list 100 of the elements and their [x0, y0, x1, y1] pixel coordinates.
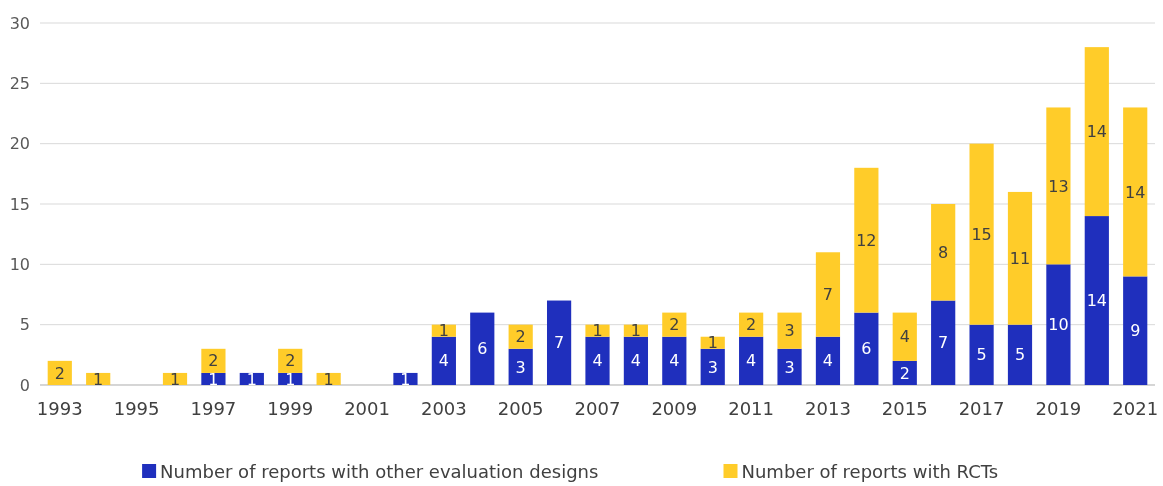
x-tick-label: 2021 — [1112, 398, 1159, 420]
data-label: 2 — [54, 363, 65, 383]
bar — [700, 348, 725, 385]
bar — [662, 336, 687, 385]
data-label: 1 — [630, 321, 641, 341]
bar — [623, 336, 649, 385]
bar — [1084, 47, 1109, 217]
x-tick-label: 1993 — [36, 398, 83, 420]
bar — [585, 336, 610, 385]
bar — [546, 300, 572, 385]
x-tick-label: 2005 — [497, 398, 544, 420]
y-tick-label: 25 — [9, 73, 30, 93]
data-label: 1 — [208, 369, 219, 389]
data-label: 15 — [971, 224, 992, 244]
x-tick-label: 1995 — [113, 398, 160, 420]
bar — [815, 336, 841, 385]
bar — [931, 300, 956, 385]
data-label: 2 — [515, 327, 526, 347]
x-tick-label: 2009 — [651, 398, 698, 420]
data-label: 1 — [93, 369, 104, 389]
bar — [1007, 191, 1033, 325]
data-label: 10 — [1048, 315, 1069, 335]
x-tick-label: 2017 — [958, 398, 1005, 420]
data-label: 3 — [707, 357, 718, 377]
bar — [777, 348, 802, 385]
y-tick-label: 5 — [19, 315, 30, 335]
bar — [777, 312, 802, 349]
data-label: 8 — [938, 242, 949, 262]
data-label: 13 — [1048, 176, 1069, 196]
bar — [969, 143, 994, 325]
bar — [892, 312, 917, 361]
y-tick-label: 0 — [19, 375, 30, 395]
bar — [1084, 216, 1109, 385]
data-label: 5 — [976, 345, 987, 365]
bar — [854, 312, 879, 385]
bar — [470, 312, 495, 385]
bar — [201, 348, 226, 373]
x-tick-label: 1997 — [190, 398, 237, 420]
bar — [969, 324, 994, 385]
data-label: 3 — [784, 321, 795, 341]
y-tick-label: 30 — [9, 13, 30, 33]
x-tick-label: 2007 — [574, 398, 621, 420]
data-label: 5 — [1014, 345, 1026, 365]
data-label: 9 — [1130, 321, 1141, 341]
data-label: 1 — [246, 369, 257, 389]
data-label: 1 — [169, 369, 181, 389]
data-label: 7 — [938, 333, 949, 353]
bar — [1046, 107, 1071, 265]
x-tick-label: 1999 — [267, 398, 314, 420]
x-tick-label: 2011 — [728, 398, 775, 420]
x-tick-label: 2003 — [420, 398, 467, 420]
data-label: 2 — [285, 351, 296, 371]
data-label: 6 — [477, 339, 488, 359]
bar — [431, 336, 456, 385]
data-label: 11 — [1009, 248, 1031, 268]
data-label: 2 — [669, 315, 680, 335]
data-label: 4 — [822, 351, 834, 371]
data-label: 4 — [592, 351, 603, 371]
data-label: 4 — [899, 327, 910, 347]
x-tick-label: 2019 — [1035, 398, 1082, 420]
bar — [585, 324, 610, 337]
bar — [1007, 324, 1033, 385]
x-tick-label: 2013 — [805, 398, 851, 420]
bar — [1123, 107, 1148, 277]
data-label: 4 — [630, 351, 641, 371]
bar — [815, 252, 841, 337]
data-label: 1 — [707, 333, 718, 353]
legend-label: Number of reports with RCTs — [741, 461, 999, 483]
y-tick-label: 20 — [9, 134, 30, 154]
y-tick-label: 10 — [9, 254, 30, 274]
data-label: 2 — [208, 351, 219, 371]
data-label: 4 — [669, 351, 680, 371]
data-label: 14 — [1086, 291, 1107, 311]
data-label: 1 — [438, 321, 449, 341]
bar — [854, 167, 879, 313]
data-label: 6 — [861, 339, 872, 359]
data-label: 7 — [554, 333, 565, 353]
bar — [508, 348, 533, 385]
bar — [1046, 264, 1071, 385]
bar — [931, 204, 956, 301]
legend-label: Number of reports with other evaluation designs — [160, 461, 599, 483]
data-label: 12 — [856, 230, 877, 250]
data-label: 1 — [285, 369, 296, 389]
x-tick-label: 2001 — [344, 398, 390, 420]
data-label: 2 — [746, 315, 757, 335]
bar — [739, 336, 764, 385]
data-label: 7 — [822, 285, 834, 305]
y-tick-label: 15 — [9, 194, 30, 214]
data-label: 4 — [438, 351, 449, 371]
bar — [1123, 276, 1148, 385]
data-label: 4 — [746, 351, 757, 371]
data-label: 1 — [400, 369, 411, 389]
data-label: 1 — [323, 369, 334, 389]
data-label: 2 — [899, 363, 910, 383]
data-label: 14 — [1086, 122, 1107, 142]
x-tick-label: 2015 — [881, 398, 928, 420]
data-label: 3 — [515, 357, 526, 377]
data-label: 14 — [1125, 182, 1146, 202]
data-label: 3 — [784, 357, 795, 377]
data-label: 1 — [592, 321, 603, 341]
